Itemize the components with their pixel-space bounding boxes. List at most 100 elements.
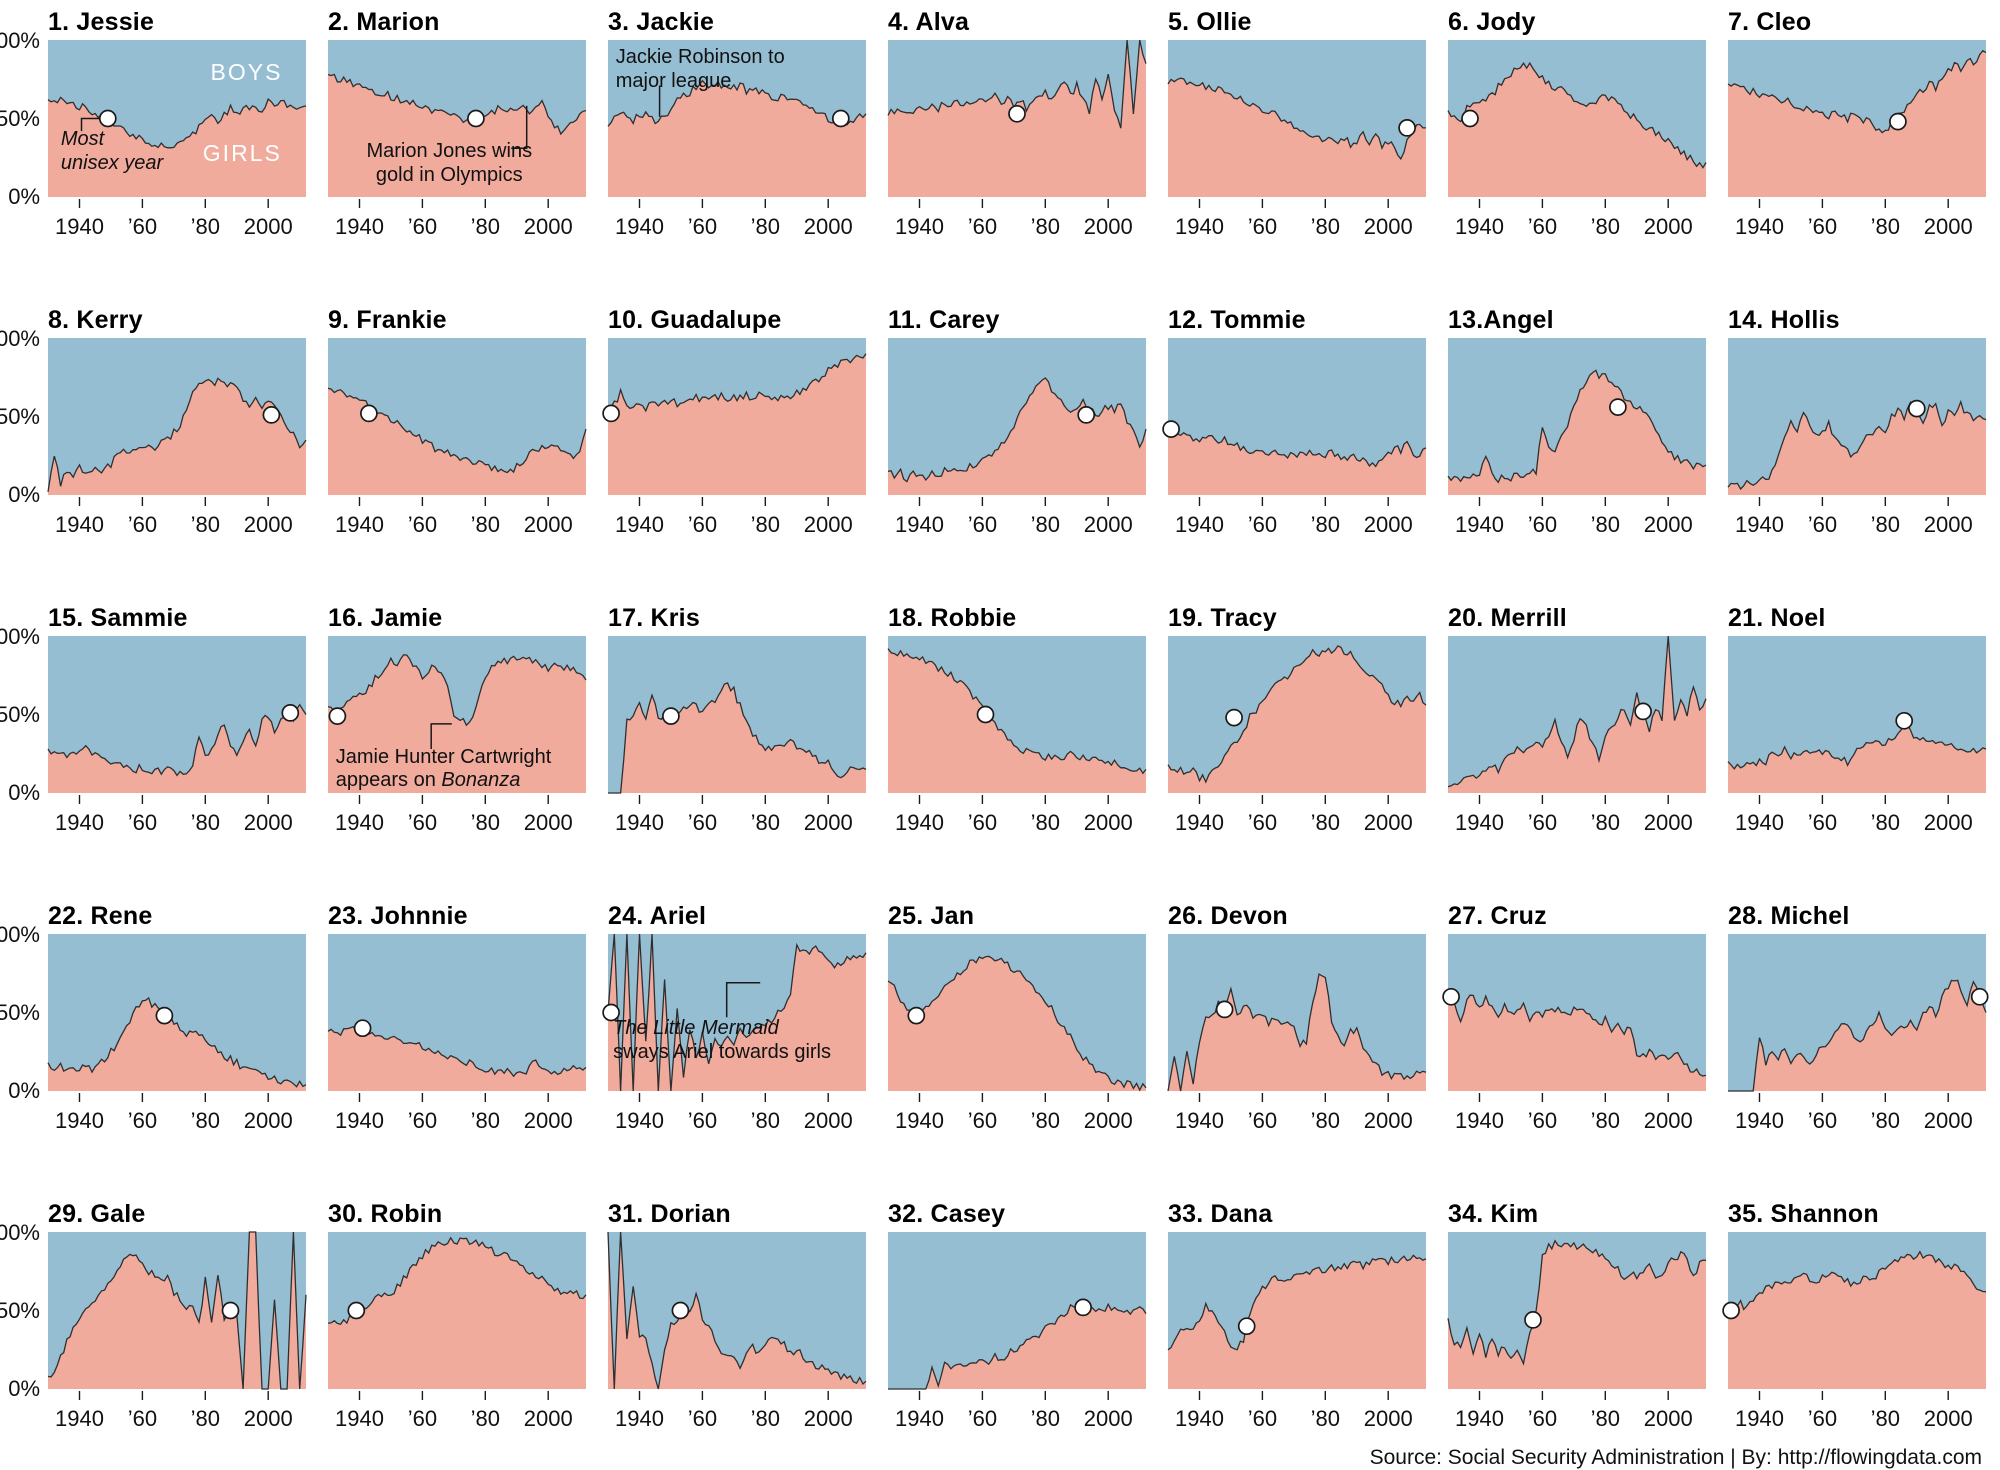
panel-title: 3. Jackie [608,8,715,36]
area-chart [1447,40,1707,208]
panel-title: 35. Shannon [1728,1200,1879,1228]
girls-area [608,683,866,793]
source-credit: Source: Social Security Administration |… [1369,1446,1982,1469]
x-tick-label: ’80 [470,810,501,835]
girls-area [48,378,306,495]
panel-dorian: 31. Dorian 1940 ’60 ’80 2000 [607,1200,867,1432]
panel-tracy: 19. Tracy 1940 ’60 ’80 2000 [1167,604,1427,836]
area-chart [887,338,1147,506]
girls-area [608,1232,866,1389]
unisex-marker [1398,119,1416,137]
panel-johnnie: 23. Johnnie 1940 ’60 ’80 2000 [327,902,587,1134]
x-axis-labels: 1940 ’60 ’80 2000 [1168,1104,1426,1134]
panel-title: 7. Cleo [1728,8,1812,36]
x-axis-labels: 1940 ’60 ’80 2000 [1728,806,1986,836]
x-tick-label: ’60 [407,810,438,835]
area-chart-svg [607,1231,867,1400]
x-tick-label: ’80 [1030,810,1061,835]
area-chart [608,636,867,804]
girls-area [328,388,586,495]
x-tick-label: ’60 [1807,1406,1838,1431]
x-tick-label: ’80 [750,512,781,537]
x-tick-label: 2000 [1923,810,1973,835]
area-chart-svg [887,934,1147,1102]
x-tick-label: ’60 [687,810,718,835]
x-tick-label: ’80 [190,512,221,537]
panel-gale: 29. Gale 100% 50% 0% 1940 ’60 ’80 2000 [0,1200,307,1432]
panel-carey: 11. Carey 1940 ’60 ’80 2000 [887,306,1147,538]
panel-title: 13.Angel [1448,306,1554,334]
x-tick-label: 2000 [803,214,853,239]
area-chart [607,1231,867,1400]
girls-area [1728,50,1986,198]
area-chart-svg [327,338,587,506]
y-axis-label: 0% [8,184,40,209]
x-tick-label: ’80 [1590,810,1621,835]
annotation-leader-line [430,723,452,749]
y-axis-label: 0% [8,482,40,507]
area-chart [1727,636,1987,804]
boundary-line [47,703,307,777]
annotation-text: unisex year [60,151,164,174]
x-tick-label: 1940 [1174,214,1224,239]
x-axis-labels: 1940 ’60 ’80 2000 [888,806,1146,836]
x-tick-label: ’60 [687,512,718,537]
unisex-marker [467,109,485,128]
boundary-line [607,1231,867,1390]
x-tick-label: 1940 [334,810,384,835]
annotation-line: gold in Olympics [366,164,532,188]
x-tick-label: ’80 [1870,214,1901,239]
area-chart [1447,635,1707,804]
x-tick-label: 1940 [894,810,944,835]
x-tick-label: ’60 [1527,1108,1558,1133]
area-chart-svg [1167,1232,1427,1400]
boundary-line [608,682,867,794]
x-tick-label: ’80 [1870,810,1901,835]
x-tick-label: 1940 [334,1108,384,1133]
x-tick-label: 1940 [1734,512,1784,537]
x-tick-label: ’60 [1247,512,1278,537]
x-axis-labels: 1940 ’60 ’80 2000 [1728,210,1986,240]
x-tick-label: 1940 [54,1406,104,1431]
x-tick-label: 1940 [1174,512,1224,537]
girls-area [608,353,866,495]
x-tick-label: 1940 [614,214,664,239]
panel-title: 28. Michel [1728,902,1850,930]
x-tick-label: ’80 [1030,1406,1061,1431]
panel-jamie: 16. Jamie Jamie Hunter Cartwright appears … [327,604,587,836]
x-tick-label: 1940 [1454,512,1504,537]
annotation-text: The Little Mermaid [613,1017,779,1040]
annotation-text: Jackie Robinson to [615,46,785,69]
area-chart: 100% 50% 0% [0,326,307,507]
x-tick-label: 2000 [803,512,853,537]
x-tick-label: ’80 [1310,1406,1341,1431]
x-tick-label: ’80 [470,512,501,537]
area-chart-svg [1162,338,1427,506]
area-chart-svg [1727,338,1987,506]
x-tick-label: 2000 [1923,1108,1973,1133]
area-chart [327,1232,587,1400]
area-chart: 100% 50% 0% [0,922,307,1103]
girls-area [328,1237,586,1389]
annotation-text: Most [60,127,105,150]
x-axis-labels: 1940 ’60 ’80 2000 [1448,806,1706,836]
girls-area [1728,724,1986,793]
unisex-marker [1609,398,1627,416]
boundary-line [47,1231,307,1390]
x-tick-label: 1940 [1174,1108,1224,1133]
panel-jan: 25. Jan 1940 ’60 ’80 2000 [887,902,1147,1134]
annotation-leader-line [80,117,100,132]
x-tick-label: 1940 [894,1108,944,1133]
girls-area [1728,1251,1986,1389]
area-chart: Jamie Hunter Cartwright appears on Bonanz… [327,636,587,804]
panel-title: 12. Tommie [1168,306,1306,334]
boundary-line [887,955,1147,1092]
girls-area [1448,370,1706,495]
panel-title: 24. Ariel [608,902,707,930]
x-tick-label: ’80 [1870,1406,1901,1431]
panel-shannon: 35. Shannon 1940 ’60 ’80 2000 [1722,1200,1987,1432]
area-chart-svg [327,40,587,208]
x-tick-label: 1940 [614,1108,664,1133]
girls-area [888,1302,1146,1389]
annotation-line: major league [616,70,785,94]
